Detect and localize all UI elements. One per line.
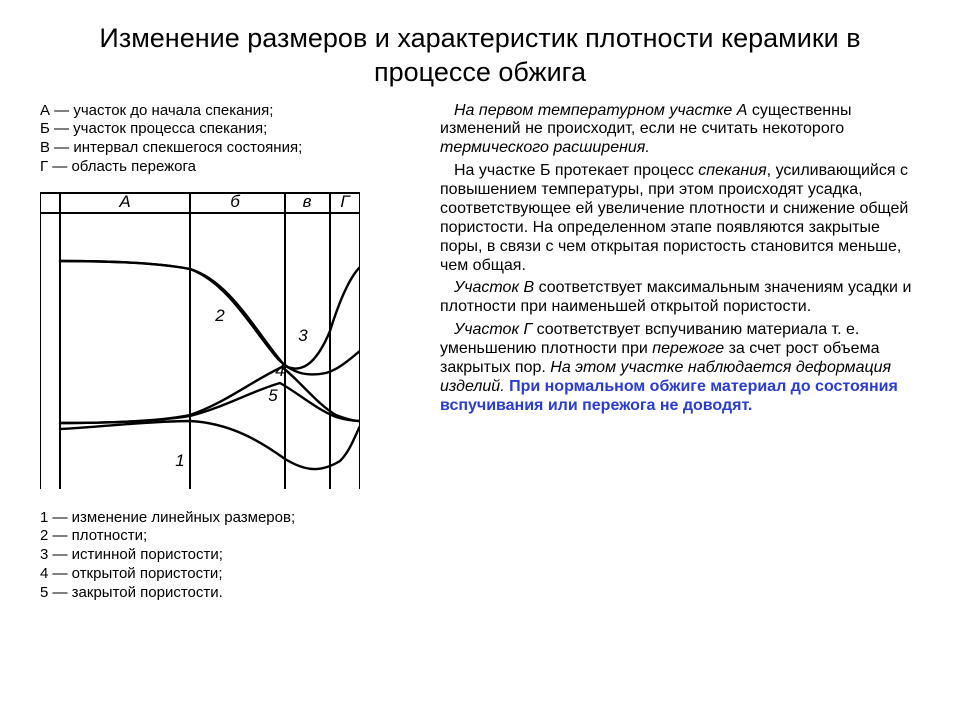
svg-text:б: б [230, 192, 241, 211]
paragraph-v: Участок В соответствует максимальным зна… [440, 279, 920, 317]
paragraph-a: На первом температурном участке А сущест… [440, 102, 920, 159]
region-legend: А — участок до начала спекания; Б — учас… [40, 102, 432, 177]
legend-curve-2: 2 — плотности; [40, 527, 432, 546]
span-p2b: спекания [698, 162, 766, 179]
svg-text:2: 2 [214, 306, 225, 325]
legend-curve-4: 4 — открытой пористости; [40, 565, 432, 584]
svg-text:3: 3 [298, 326, 308, 345]
paragraph-g: Участок Г соответствует вспучиванию мате… [440, 321, 920, 415]
span-p1c: термического расширения. [440, 139, 650, 156]
svg-text:в: в [303, 192, 312, 211]
left-column: А — участок до начала спекания; Б — учас… [40, 102, 440, 603]
span-p4f: При нормальном обжиге материал до состоя… [440, 378, 898, 414]
right-column: На первом температурном участке А сущест… [440, 102, 920, 603]
span-p2a: На участке Б протекает процесс [454, 162, 698, 179]
legend-region-g: Г — область пережога [40, 158, 432, 177]
svg-text:А: А [118, 192, 130, 211]
legend-region-v: В — интервал спекшегося состояния; [40, 139, 432, 158]
legend-curve-5: 5 — закрытой пористости. [40, 584, 432, 603]
curve-legend: 1 — изменение линейных размеров; 2 — пло… [40, 509, 432, 603]
svg-text:5: 5 [268, 386, 278, 405]
legend-curve-1: 1 — изменение линейных размеров; [40, 509, 432, 528]
content-columns: А — участок до начала спекания; Б — учас… [40, 102, 920, 603]
svg-text:1: 1 [175, 451, 184, 470]
legend-curve-3: 3 — истинной пористости; [40, 546, 432, 565]
svg-text:4: 4 [275, 361, 284, 380]
legend-region-b: Б — участок процесса спекания; [40, 120, 432, 139]
span-p3a: Участок В [454, 279, 534, 296]
slide-page: Изменение размеров и характеристик плотн… [0, 0, 960, 720]
span-p4a: Участок Г [454, 321, 532, 338]
span-p1a: На первом температурном участке А [454, 102, 747, 119]
span-p4c: пережоге [652, 340, 724, 357]
chart-container: Аб в Г 2 34 5 1 [40, 191, 432, 491]
legend-region-a: А — участок до начала спекания; [40, 102, 432, 121]
paragraph-b: На участке Б протекает процесс спекания,… [440, 162, 920, 275]
page-title: Изменение размеров и характеристик плотн… [40, 22, 920, 90]
sintering-chart: Аб в Г 2 34 5 1 [40, 191, 360, 491]
svg-text:Г: Г [340, 192, 351, 211]
